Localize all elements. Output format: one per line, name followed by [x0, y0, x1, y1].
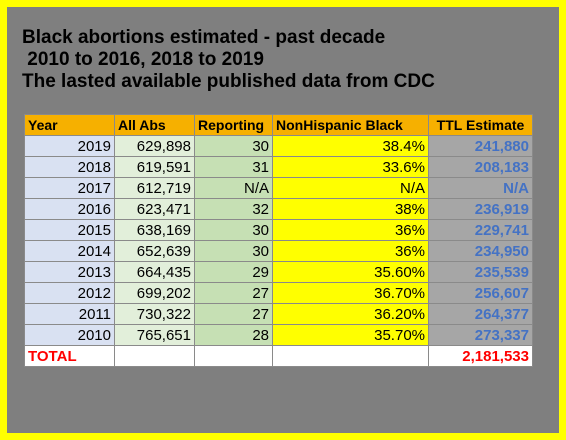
all-abs-cell: 612,719	[114, 177, 195, 199]
table-row: 2019 629,898 30 38.4% 241,880	[24, 135, 533, 157]
header-all-abs: All Abs	[114, 114, 195, 136]
table-row: 2018 619,591 31 33.6% 208,183	[24, 156, 533, 178]
nonhispanic-black-cell: 35.60%	[272, 261, 429, 283]
header-reporting: Reporting	[194, 114, 273, 136]
title-line-2: 2010 to 2016, 2018 to 2019	[22, 49, 264, 70]
table-row: 2016 623,471 32 38% 236,919	[24, 198, 533, 220]
all-abs-cell: 664,435	[114, 261, 195, 283]
all-abs-cell: 638,169	[114, 219, 195, 241]
year-cell: 2018	[24, 156, 115, 178]
table-row: 2010 765,651 28 35.70% 273,337	[24, 324, 533, 346]
ttl-estimate-cell: 208,183	[428, 156, 533, 178]
table-body: 2019 629,898 30 38.4% 241,880 2018 619,591 31 33…	[24, 135, 533, 346]
nonhispanic-black-cell: 36.70%	[272, 282, 429, 304]
nonhispanic-black-cell: 35.70%	[272, 324, 429, 346]
nonhispanic-black-cell: 38.4%	[272, 135, 429, 157]
nonhispanic-black-cell: 36%	[272, 219, 429, 241]
all-abs-cell: 765,651	[114, 324, 195, 346]
abortion-data-table: Year All Abs Reporting NonHispanic Black…	[24, 114, 533, 367]
ttl-estimate-cell: 229,741	[428, 219, 533, 241]
table-row: 2014 652,639 30 36% 234,950	[24, 240, 533, 262]
nonhispanic-black-cell: N/A	[272, 177, 429, 199]
total-empty-cell	[272, 345, 429, 367]
ttl-estimate-cell: 241,880	[428, 135, 533, 157]
reporting-cell: 30	[194, 219, 273, 241]
year-cell: 2012	[24, 282, 115, 304]
total-value: 2,181,533	[428, 345, 533, 367]
reporting-cell: 29	[194, 261, 273, 283]
year-cell: 2011	[24, 303, 115, 325]
nonhispanic-black-cell: 33.6%	[272, 156, 429, 178]
total-row: TOTAL 2,181,533	[24, 345, 533, 367]
total-label: TOTAL	[24, 345, 115, 367]
all-abs-cell: 699,202	[114, 282, 195, 304]
table-row: 2013 664,435 29 35.60% 235,539	[24, 261, 533, 283]
year-cell: 2019	[24, 135, 115, 157]
table-row: 2017 612,719 N/A N/A N/A	[24, 177, 533, 199]
ttl-estimate-cell: 256,607	[428, 282, 533, 304]
ttl-estimate-cell: 235,539	[428, 261, 533, 283]
all-abs-cell: 730,322	[114, 303, 195, 325]
nonhispanic-black-cell: 38%	[272, 198, 429, 220]
reporting-cell: 30	[194, 135, 273, 157]
ttl-estimate-cell: 264,377	[428, 303, 533, 325]
reporting-cell: 27	[194, 303, 273, 325]
table-row: 2012 699,202 27 36.70% 256,607	[24, 282, 533, 304]
year-cell: 2013	[24, 261, 115, 283]
all-abs-cell: 623,471	[114, 198, 195, 220]
table-row: 2015 638,169 30 36% 229,741	[24, 219, 533, 241]
table-row: 2011 730,322 27 36.20% 264,377	[24, 303, 533, 325]
total-empty-cell	[194, 345, 273, 367]
year-cell: 2016	[24, 198, 115, 220]
header-row: Year All Abs Reporting NonHispanic Black…	[24, 114, 533, 136]
all-abs-cell: 652,639	[114, 240, 195, 262]
title-line-3: The lasted available published data from…	[22, 71, 435, 92]
header-nonhispanic-black: NonHispanic Black	[272, 114, 429, 136]
nonhispanic-black-cell: 36%	[272, 240, 429, 262]
total-empty-cell	[114, 345, 195, 367]
year-cell: 2010	[24, 324, 115, 346]
ttl-estimate-cell: 236,919	[428, 198, 533, 220]
reporting-cell: 31	[194, 156, 273, 178]
all-abs-cell: 619,591	[114, 156, 195, 178]
ttl-estimate-cell: 273,337	[428, 324, 533, 346]
reporting-cell: 30	[194, 240, 273, 262]
year-cell: 2014	[24, 240, 115, 262]
chart-title: Black abortions estimated - past decade …	[22, 27, 435, 93]
all-abs-cell: 629,898	[114, 135, 195, 157]
title-line-1: Black abortions estimated - past decade	[22, 27, 386, 48]
ttl-estimate-cell: 234,950	[428, 240, 533, 262]
year-cell: 2017	[24, 177, 115, 199]
year-cell: 2015	[24, 219, 115, 241]
reporting-cell: 32	[194, 198, 273, 220]
ttl-estimate-cell: N/A	[428, 177, 533, 199]
reporting-cell: 28	[194, 324, 273, 346]
reporting-cell: N/A	[194, 177, 273, 199]
gray-panel: Black abortions estimated - past decade …	[7, 7, 559, 433]
reporting-cell: 27	[194, 282, 273, 304]
header-year: Year	[24, 114, 115, 136]
nonhispanic-black-cell: 36.20%	[272, 303, 429, 325]
header-ttl-estimate: TTL Estimate	[428, 114, 533, 136]
